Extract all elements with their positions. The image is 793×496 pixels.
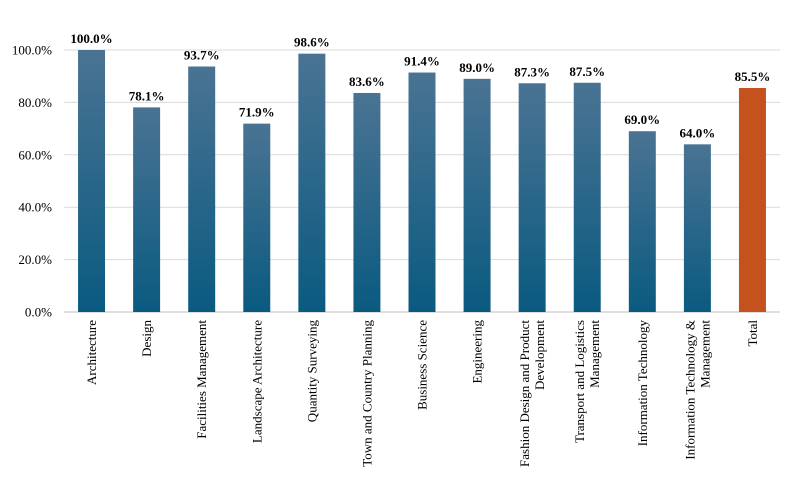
bar <box>353 92 381 312</box>
x-tick-label-line: Landscape Architecture <box>249 320 264 443</box>
x-tick-label: Fashion Design and Product Development <box>517 320 547 467</box>
x-tick-label-line: Engineering <box>470 320 485 384</box>
data-label: 87.3% <box>514 64 550 79</box>
x-tick-label: Town and Country Planning <box>359 320 374 467</box>
x-tick-label: Information Technology <box>635 320 650 447</box>
x-tick-label-line: Development <box>532 320 547 390</box>
data-label: 78.1% <box>129 88 165 103</box>
x-tick-label: Total <box>745 320 760 347</box>
x-tick-label: Design <box>139 320 154 357</box>
bar <box>463 78 491 312</box>
x-tick-label-line: Transport and Logistics <box>572 320 587 443</box>
bar <box>133 107 161 313</box>
x-tick-label: Facilities Management <box>194 320 209 439</box>
data-label: 89.0% <box>459 60 495 75</box>
data-label: 93.7% <box>184 48 220 63</box>
x-tick-label-line: Information Technology <box>635 320 650 447</box>
bar <box>408 72 436 312</box>
x-tick-label-line: Architecture <box>84 320 99 385</box>
x-tick-label-line: Facilities Management <box>194 320 209 439</box>
bar <box>298 53 326 312</box>
y-tick-label: 80.0% <box>18 95 52 110</box>
data-label: 64.0% <box>680 125 716 140</box>
data-label: 83.6% <box>349 74 385 89</box>
bar <box>628 131 656 312</box>
x-tick-label-line: Quantity Surveying <box>304 320 319 423</box>
bar <box>573 82 601 312</box>
bar <box>683 144 711 312</box>
y-tick-label: 0.0% <box>25 305 52 320</box>
bar <box>188 66 216 312</box>
bar <box>518 83 546 312</box>
x-tick-label-line: Management <box>697 320 712 388</box>
x-tick-label-line: Management <box>587 320 602 388</box>
x-tick-label: Architecture <box>84 320 99 385</box>
x-tick-label: Information Technology & Management <box>682 320 712 460</box>
x-tick-label-line: Information Technology & <box>682 320 697 460</box>
bars <box>78 50 766 313</box>
bar <box>738 87 766 313</box>
data-label: 98.6% <box>294 35 330 50</box>
x-tick-label-line: Fashion Design and Product <box>517 320 532 467</box>
data-labels: 100.0% 78.1% 93.7% 71.9% 98.6% 83.6% 91.4% 89.0… <box>70 31 770 140</box>
data-label: 100.0% <box>70 31 112 46</box>
x-tick-label: Quantity Surveying <box>304 320 319 423</box>
bar <box>243 123 271 312</box>
data-label: 71.9% <box>239 105 275 120</box>
x-tick-label-line: Town and Country Planning <box>359 320 374 467</box>
data-label: 69.0% <box>624 112 660 127</box>
x-tick-label-line: Business Science <box>415 320 430 410</box>
y-tick-label: 20.0% <box>18 252 52 267</box>
x-tick-label: Transport and Logistics Management <box>572 320 602 443</box>
x-tick-label-line: Total <box>745 320 760 347</box>
y-axis: 0.0% 20.0% 40.0% 60.0% 80.0% 100.0% <box>12 43 52 320</box>
y-tick-label: 60.0% <box>18 147 52 162</box>
data-label: 91.4% <box>404 54 440 69</box>
y-tick-label: 40.0% <box>18 200 52 215</box>
x-axis: Architecture Design Facilities Management L… <box>84 320 760 467</box>
y-tick-label: 100.0% <box>12 43 52 58</box>
data-label: 87.5% <box>569 64 605 79</box>
x-tick-label-line: Design <box>139 320 154 357</box>
x-tick-label: Business Science <box>415 320 430 410</box>
x-tick-label: Landscape Architecture <box>249 320 264 443</box>
bar <box>78 50 106 312</box>
data-label: 85.5% <box>735 69 771 84</box>
x-tick-label: Engineering <box>470 320 485 384</box>
